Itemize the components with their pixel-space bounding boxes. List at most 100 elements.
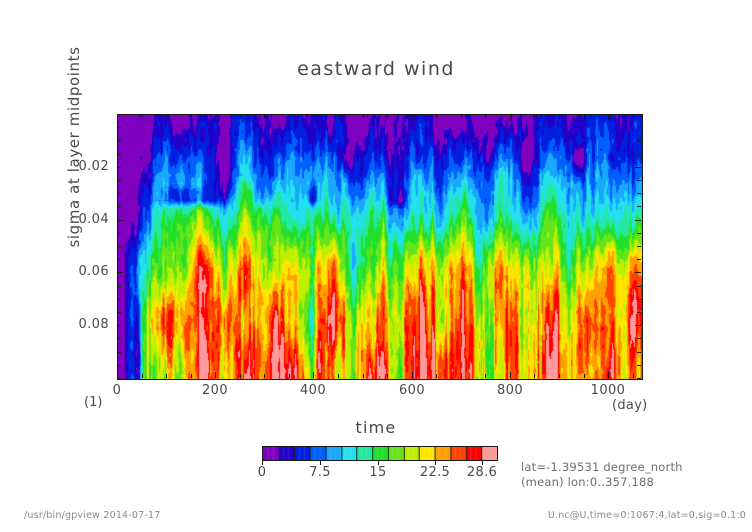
y-axis-tick [635,220,641,221]
x-axis-minor-tick [559,114,560,118]
x-axis-minor-tick [264,374,265,378]
x-axis-minor-tick [633,114,634,118]
footer-command: /usr/bin/gpview 2014-07-17 [24,510,161,521]
y-axis-minor-tick [117,154,121,155]
y-axis-minor-tick [117,246,121,247]
y-axis-title: sigma at layer midpoints [65,46,83,248]
y-axis-minor-tick [117,259,121,260]
x-axis-minor-tick [166,374,167,378]
y-axis-minor-tick [117,299,121,300]
y-axis-minor-tick [117,206,121,207]
x-axis-minor-tick [387,114,388,118]
colorbar-canvas [262,446,498,461]
x-axis-minor-tick [534,374,535,378]
x-axis-minor-tick [240,114,241,118]
x-axis-minor-tick [338,374,339,378]
y-axis-minor-tick [117,127,121,128]
y-axis-minor-tick [637,206,641,207]
plot-area [117,114,643,380]
colorbar-tick [482,461,483,465]
x-axis-tick [117,372,118,378]
annotation-line-2: (mean) lon:0..357.188 [521,475,655,489]
y-axis-tick [635,167,641,168]
x-axis-tick [510,372,511,378]
y-axis-minor-tick [637,299,641,300]
colorbar-tick-label: 0 [257,465,267,480]
x-axis-tick [313,114,314,120]
page-title: eastward wind [297,58,455,80]
x-axis-tick-label: 1000 [590,383,626,398]
y-axis-tick-label: 0.06 [78,264,109,279]
colorbar-tick [435,461,436,465]
x-axis-minor-tick [584,114,585,118]
x-axis-minor-tick [191,114,192,118]
x-axis-tick [510,114,511,120]
x-axis-tick-label: 0 [112,383,122,398]
x-axis-minor-tick [289,114,290,118]
y-axis-minor-tick [637,114,641,115]
x-axis-tick [215,114,216,120]
plot-index-label: (1) [84,395,103,410]
y-axis-minor-tick [637,378,641,379]
y-axis-minor-tick [637,259,641,260]
x-axis-tick [313,372,314,378]
y-axis-minor-tick [637,246,641,247]
colorbar-tick-label: 22.5 [419,465,451,480]
y-axis-minor-tick [637,193,641,194]
x-axis-minor-tick [264,114,265,118]
footer-source: U.nc@U,time=0:1067:4,lat=0,sig=0.1:0 [547,510,746,521]
colorbar [262,446,498,461]
x-axis-minor-tick [436,374,437,378]
x-axis-tick [117,114,118,120]
colorbar-tick-label: 15 [369,465,387,480]
x-axis-tick-label: 200 [201,383,228,398]
y-axis-tick [117,167,123,168]
y-axis-tick [635,325,641,326]
x-axis-title: time [355,418,397,437]
y-axis-tick-label: 0.08 [78,317,109,332]
y-axis-minor-tick [117,114,121,115]
y-axis-tick [117,272,123,273]
y-axis-minor-tick [637,233,641,234]
x-axis-minor-tick [461,114,462,118]
x-axis-minor-tick [485,374,486,378]
y-axis-minor-tick [117,140,121,141]
y-axis-minor-tick [637,338,641,339]
y-axis-minor-tick [637,365,641,366]
x-axis-minor-tick [461,374,462,378]
x-axis-minor-tick [363,114,364,118]
x-axis-minor-tick [633,374,634,378]
y-axis-minor-tick [117,378,121,379]
x-axis-tick-label: 800 [496,383,523,398]
x-axis-minor-tick [338,114,339,118]
x-axis-tick [412,114,413,120]
x-axis-tick [608,372,609,378]
heatmap-canvas [118,115,642,379]
y-axis-tick-label: 0.04 [78,212,109,227]
y-axis-tick [117,325,123,326]
x-axis-tick [412,372,413,378]
colorbar-tick [378,461,379,465]
y-axis-minor-tick [117,365,121,366]
side-annotation: lat=-1.39531 degree_north (mean) lon:0..… [521,460,683,490]
y-axis-minor-tick [637,140,641,141]
x-axis-minor-tick [166,114,167,118]
y-axis-minor-tick [637,127,641,128]
colorbar-tick [320,461,321,465]
x-axis-minor-tick [240,374,241,378]
y-axis-minor-tick [117,193,121,194]
y-axis-minor-tick [117,180,121,181]
x-axis-minor-tick [289,374,290,378]
x-axis-tick-label: 600 [398,383,425,398]
y-axis-minor-tick [637,154,641,155]
x-axis-tick [608,114,609,120]
x-axis-minor-tick [191,374,192,378]
x-axis-minor-tick [387,374,388,378]
y-axis-minor-tick [117,312,121,313]
x-axis-tick-label: 400 [299,383,326,398]
annotation-line-1: lat=-1.39531 degree_north [521,460,683,474]
y-axis-minor-tick [637,286,641,287]
x-axis-minor-tick [142,114,143,118]
y-axis-minor-tick [637,352,641,353]
